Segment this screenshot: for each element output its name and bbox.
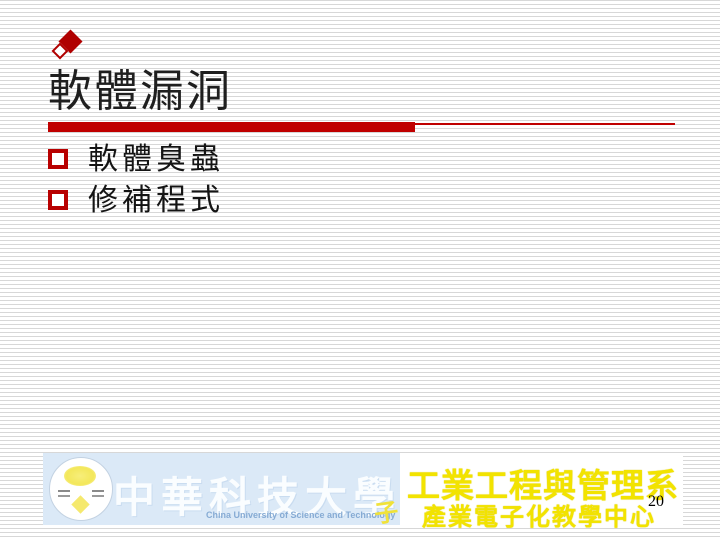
logo-dash-right-icon [92,490,104,492]
logo-flame-icon [64,466,96,486]
title-underline-bar [48,122,415,132]
title-underline-thin-line [415,123,675,125]
square-bullet-icon [48,190,68,210]
department-line1: 工業工程與管理系 [407,467,679,504]
bullet-item-text: 修補程式 [88,184,224,217]
logo-dash-left-icon [58,490,70,492]
logo-diamond-icon [71,495,90,514]
square-bullet-icon [48,149,68,169]
footer-university-banner: 中華科技大學 China University of Science and T… [43,453,402,529]
page-title: 軟體漏洞 [48,67,232,116]
university-logo [49,457,113,521]
page-number: 20 [648,493,664,510]
department-line2: 產業電子化教學中心 [422,504,656,531]
calligraphy-seal-mark: 子 [372,499,401,529]
bullet-item-text: 軟體臭蟲 [88,143,224,176]
footer-department-banner: 工業工程與管理系 產業電子化教學中心 [400,453,683,531]
university-name-en: China University of Science and Technolo… [206,510,396,520]
university-name-zh: 中華科技大學 [113,476,402,522]
red-diamond-icon [51,29,85,60]
